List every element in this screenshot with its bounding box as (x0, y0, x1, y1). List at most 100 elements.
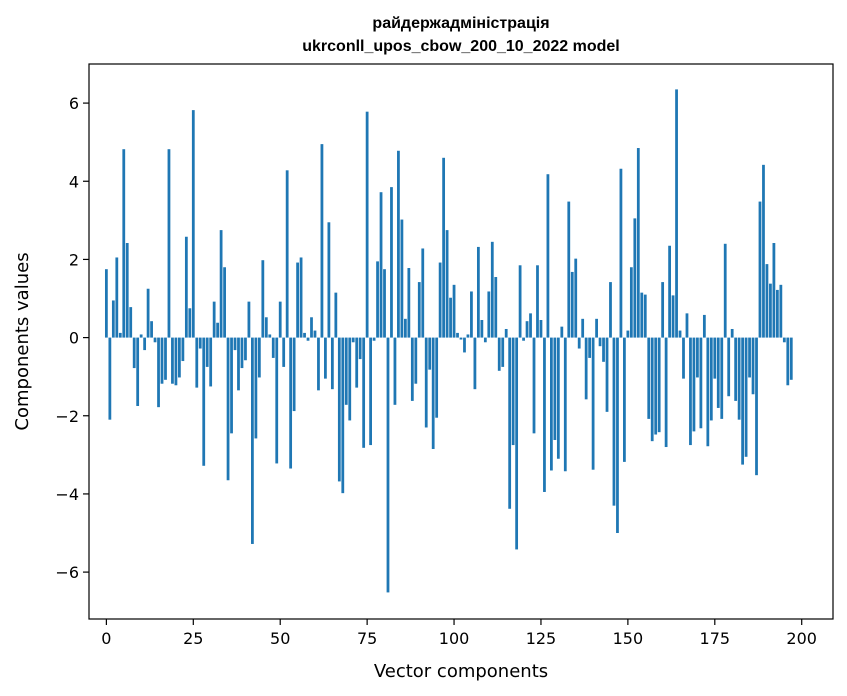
x-tick-label: 25 (183, 629, 203, 648)
bar-76 (369, 337, 372, 446)
bar-57 (303, 332, 306, 338)
bar-161 (664, 337, 668, 448)
y-tick-label: −6 (55, 563, 79, 582)
bar-81 (386, 337, 390, 593)
bar-170 (696, 337, 699, 378)
bar-70 (348, 337, 352, 421)
y-tick-label: 4 (69, 172, 79, 191)
bar-85 (400, 219, 404, 338)
x-tick-label: 175 (700, 629, 731, 648)
bar-34 (223, 267, 226, 338)
bar-136 (577, 337, 581, 349)
bar-144 (605, 337, 609, 412)
bar-186 (751, 337, 755, 395)
bar-38 (237, 337, 240, 391)
bar-103 (463, 337, 466, 353)
bar-109 (483, 337, 487, 343)
bar-44 (257, 337, 261, 378)
bar-153 (636, 148, 640, 338)
bar-167 (685, 313, 689, 338)
bar-121 (525, 321, 529, 338)
bar-95 (435, 337, 439, 418)
bar-41 (247, 301, 251, 338)
bar-62 (320, 144, 324, 338)
bar-2 (111, 300, 115, 338)
bar-99 (449, 297, 452, 338)
bar-176 (716, 337, 720, 408)
bar-174 (709, 337, 713, 421)
bar-28 (202, 337, 206, 466)
bar-111 (490, 241, 494, 338)
bar-96 (438, 262, 442, 338)
bar-126 (543, 337, 546, 492)
x-tick-label: 200 (786, 629, 817, 648)
bar-77 (372, 337, 376, 341)
bar-190 (765, 264, 769, 338)
bar-182 (737, 337, 741, 420)
bar-107 (476, 246, 480, 338)
bar-69 (344, 337, 348, 405)
bar-75 (365, 111, 369, 338)
bar-59 (310, 317, 313, 338)
bar-84 (397, 150, 400, 338)
bar-88 (410, 337, 414, 401)
bar-4 (118, 332, 122, 338)
bar-93 (428, 337, 432, 370)
bar-123 (532, 337, 536, 434)
bar-35 (226, 337, 230, 481)
bar-194 (779, 284, 783, 338)
bar-180 (730, 328, 734, 338)
bar-37 (233, 337, 237, 351)
bar-19 (171, 337, 174, 384)
bar-129 (553, 337, 557, 440)
bar-21 (178, 337, 181, 378)
bar-15 (157, 337, 160, 408)
bar-172 (702, 314, 706, 338)
y-tick-label: −2 (55, 407, 79, 426)
bar-178 (723, 243, 727, 338)
bar-1 (108, 337, 112, 420)
bar-150 (626, 330, 630, 338)
bar-164 (675, 89, 678, 338)
bar-25 (191, 110, 195, 338)
bar-43 (254, 337, 258, 439)
bar-122 (529, 313, 532, 338)
y-tick-label: 2 (69, 250, 79, 269)
bar-142 (598, 337, 602, 347)
bar-138 (584, 337, 588, 400)
bar-177 (720, 337, 724, 419)
bar-71 (351, 337, 355, 343)
bar-108 (480, 320, 484, 338)
bar-101 (456, 332, 459, 338)
bar-195 (782, 337, 786, 343)
bar-47 (268, 334, 272, 338)
bar-32 (216, 322, 220, 338)
y-tick-label: −4 (55, 485, 79, 504)
bar-89 (414, 337, 418, 384)
bar-10 (139, 334, 143, 338)
bar-83 (393, 337, 397, 405)
bar-155 (643, 294, 647, 338)
bar-116 (508, 337, 512, 509)
bar-54 (292, 337, 296, 412)
bar-13 (150, 321, 153, 338)
bar-14 (153, 337, 157, 343)
bar-139 (588, 337, 592, 358)
bar-128 (550, 337, 553, 471)
bar-165 (678, 330, 682, 338)
bar-97 (442, 157, 446, 338)
bar-124 (536, 265, 539, 338)
bar-173 (706, 337, 710, 447)
bar-104 (466, 334, 470, 338)
bar-115 (504, 328, 508, 338)
bar-112 (494, 277, 498, 338)
bar-30 (209, 337, 213, 387)
bar-63 (324, 337, 327, 379)
bar-39 (240, 337, 244, 369)
x-tick-label: 150 (613, 629, 644, 648)
y-axis-ticks: −6 −4 −2 0 2 4 6 (55, 94, 89, 582)
y-tick-label: 0 (69, 329, 79, 348)
bar-80 (383, 269, 386, 338)
bar-42 (251, 337, 254, 544)
bar-140 (591, 337, 595, 470)
